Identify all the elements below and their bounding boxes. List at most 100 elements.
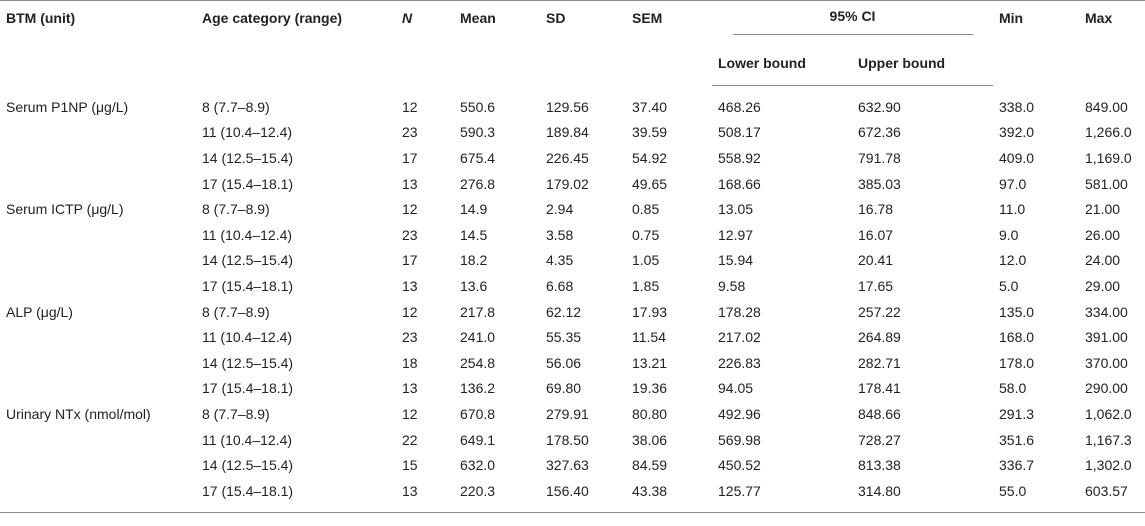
- cell-sem: 37.40: [632, 98, 668, 115]
- cell-age: 17 (15.4–18.1): [202, 380, 294, 397]
- col-header-btm: BTM (unit): [0, 0, 196, 86]
- cell-mean: 14.5: [460, 226, 488, 243]
- cell-mean: 217.8: [460, 303, 496, 320]
- cell-lower: 15.94: [718, 252, 754, 269]
- table-row: 11 (10.4–12.4) 23 241.0 55.35 11.54 217.02 264…: [0, 324, 1145, 350]
- table-row: 17 (15.4–18.1) 13 13.6 6.68 1.85 9.58 17.65 5.0…: [0, 273, 1145, 299]
- ci-label: 95% CI: [732, 8, 973, 35]
- cell-sem: 39.59: [632, 124, 668, 141]
- cell-lower: 125.77: [712, 477, 852, 513]
- cell-lower: 9.58: [718, 277, 746, 294]
- cell-sd: 6.68: [546, 277, 574, 294]
- table-row: ALP (μg/L) 8 (7.7–8.9) 12 217.8 62.12 17.93 17…: [0, 299, 1145, 325]
- col-header-n: N: [396, 0, 454, 86]
- cell-btm: [0, 273, 196, 299]
- cell-min: 409.0: [999, 149, 1035, 166]
- cell-max: 1,266.0: [1085, 124, 1132, 141]
- cell-mean: 254.8: [460, 354, 496, 371]
- cell-sem: 11.54: [632, 329, 666, 346]
- cell-lower: 508.17: [718, 124, 761, 141]
- table-row: 17 (15.4–18.1) 13 276.8 179.02 49.65 168.66 38…: [0, 171, 1145, 197]
- cell-min: 58.0: [999, 380, 1027, 397]
- cell-mean: 276.8: [460, 175, 496, 192]
- cell-max: 290.00: [1085, 380, 1128, 397]
- cell-n: 12: [402, 201, 418, 218]
- cell-max: 26.00: [1085, 226, 1121, 243]
- cell-sem: 19.36: [632, 380, 668, 397]
- cell-min: 5.0: [999, 277, 1019, 294]
- col-header-mean: Mean: [454, 0, 540, 86]
- cell-btm: Serum ICTP (μg/L): [6, 201, 124, 218]
- cell-age: 17 (15.4–18.1): [196, 477, 396, 513]
- cell-sem: 1.85: [632, 277, 660, 294]
- cell-age: 8 (7.7–8.9): [202, 405, 270, 422]
- cell-upper: 791.78: [858, 149, 901, 166]
- cell-max: 334.00: [1085, 303, 1128, 320]
- cell-min: 9.0: [999, 226, 1019, 243]
- cell-sd: 129.56: [546, 98, 589, 115]
- cell-age: 11 (10.4–12.4): [202, 226, 293, 243]
- cell-upper: 16.07: [858, 226, 894, 243]
- cell-max: 391.00: [1085, 329, 1128, 346]
- col-header-age: Age category (range): [196, 0, 396, 86]
- cell-min: 178.0: [999, 354, 1035, 371]
- cell-age: 8 (7.7–8.9): [202, 303, 270, 320]
- cell-upper: 178.41: [858, 380, 901, 397]
- cell-mean: 13.6: [460, 277, 488, 294]
- cell-age: 8 (7.7–8.9): [202, 201, 270, 218]
- cell-btm: ALP (μg/L): [6, 303, 73, 320]
- cell-btm: [0, 324, 196, 350]
- cell-upper: 632.90: [858, 98, 901, 115]
- cell-lower: 569.98: [718, 431, 761, 448]
- cell-btm: [0, 427, 196, 453]
- cell-age: 17 (15.4–18.1): [202, 277, 294, 294]
- cell-lower: 468.26: [718, 98, 761, 115]
- cell-n: 23: [402, 124, 418, 141]
- cell-n: 13: [402, 380, 418, 397]
- cell-lower: 492.96: [718, 405, 761, 422]
- col-header-max: Max: [1079, 0, 1145, 86]
- cell-n: 23: [402, 329, 418, 346]
- cell-sd: 55.35: [546, 329, 582, 346]
- table-body: Serum P1NP (μg/L) 8 (7.7–8.9) 12 550.6 129.5…: [0, 86, 1145, 513]
- table-row: 14 (12.5–15.4) 18 254.8 56.06 13.21 226.83 282…: [0, 350, 1145, 376]
- cell-sd: 4.35: [546, 252, 574, 269]
- cell-lower: 94.05: [718, 380, 754, 397]
- cell-min: 12.0: [999, 252, 1027, 269]
- table-row: 17 (15.4–18.1) 13 220.3 156.40 43.38 125.77 31…: [0, 477, 1145, 513]
- col-header-lower: Lower bound: [712, 41, 852, 86]
- cell-btm: [0, 452, 196, 478]
- cell-min: 336.7: [999, 457, 1035, 474]
- cell-n: 12: [402, 98, 418, 115]
- cell-n: 13: [402, 277, 418, 294]
- cell-max: 849.00: [1085, 98, 1128, 115]
- cell-sd: 226.45: [546, 149, 589, 166]
- cell-sd: 156.40: [540, 477, 626, 513]
- cell-n: 18: [402, 354, 418, 371]
- cell-max: 581.00: [1085, 175, 1128, 192]
- cell-n: 12: [402, 303, 418, 320]
- cell-min: 55.0: [993, 477, 1079, 513]
- cell-upper: 848.66: [858, 405, 901, 422]
- cell-sd: 179.02: [546, 175, 589, 192]
- cell-age: 11 (10.4–12.4): [202, 431, 293, 448]
- cell-mean: 14.9: [460, 201, 488, 218]
- cell-min: 338.0: [999, 98, 1035, 115]
- cell-upper: 282.71: [858, 354, 901, 371]
- table-row: 11 (10.4–12.4) 23 590.3 189.84 39.59 508.17 67…: [0, 120, 1145, 146]
- cell-max: 29.00: [1085, 277, 1121, 294]
- cell-btm: [0, 145, 196, 171]
- cell-sem: 54.92: [632, 149, 668, 166]
- cell-sem: 17.93: [632, 303, 668, 320]
- cell-btm: [0, 248, 196, 274]
- cell-min: 168.0: [999, 329, 1035, 346]
- cell-n: 12: [402, 405, 418, 422]
- cell-max: 370.00: [1085, 354, 1128, 371]
- cell-upper: 20.41: [858, 252, 894, 269]
- cell-sd: 327.63: [546, 457, 589, 474]
- cell-sd: 62.12: [546, 303, 582, 320]
- col-header-sd: SD: [540, 0, 626, 86]
- table-row: 14 (12.5–15.4) 17 18.2 4.35 1.05 15.94 20.41 12…: [0, 248, 1145, 274]
- cell-age: 11 (10.4–12.4): [202, 124, 293, 141]
- cell-btm: [0, 477, 196, 513]
